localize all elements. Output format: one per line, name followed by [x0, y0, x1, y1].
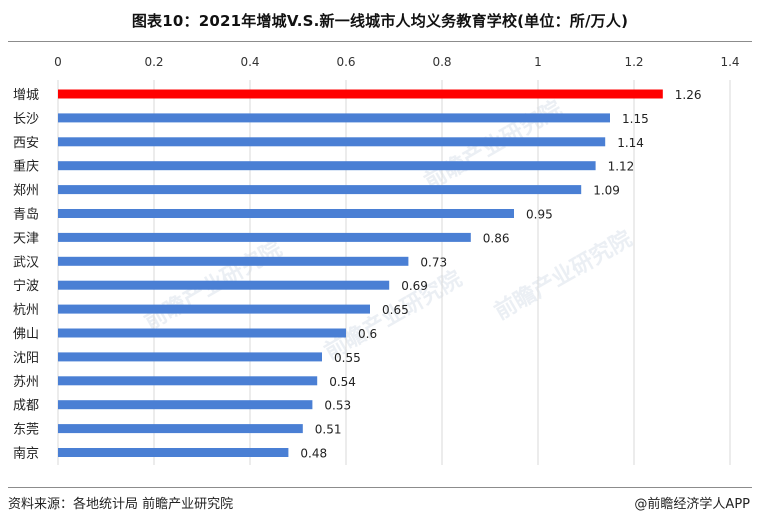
bar-2	[58, 137, 606, 147]
bar-3	[58, 161, 596, 171]
value-label: 0.69	[401, 279, 428, 293]
bar-5	[58, 209, 514, 218]
bar-12	[58, 376, 318, 386]
bar-11	[58, 352, 322, 362]
x-tick-label: 0.8	[432, 55, 451, 69]
bar-4	[58, 185, 582, 195]
watermark-2: 前瞻产业研究院	[490, 226, 636, 326]
bottom-divider	[8, 487, 752, 488]
category-label: 东莞	[13, 423, 39, 438]
bar-6	[58, 232, 471, 242]
top-divider	[8, 41, 752, 42]
category-label: 天津	[13, 231, 39, 246]
bars	[58, 89, 663, 457]
x-tick-label: 0.2	[144, 55, 163, 69]
value-label: 0.86	[483, 231, 510, 245]
category-label: 重庆	[13, 159, 39, 175]
value-label: 0.53	[324, 399, 351, 413]
bar-8	[58, 280, 390, 290]
bar-7	[58, 256, 409, 266]
value-label: 1.12	[608, 160, 635, 174]
source-note: 资料来源：各地统计局 前瞻产业研究院	[8, 497, 234, 512]
value-label: 0.73	[420, 255, 447, 269]
category-label: 苏州	[13, 374, 39, 390]
category-label: 南京	[13, 446, 39, 462]
value-label: 0.65	[382, 303, 409, 317]
bar-14	[58, 424, 303, 434]
value-labels: 1.26 1.15 1.14 1.12 1.09 0.95 0.86 0.73 0.69 0.65…	[300, 88, 701, 461]
x-tick-label: 0.6	[336, 55, 355, 69]
category-label: 增城	[13, 88, 39, 103]
category-label: 宁波	[13, 278, 39, 294]
category-label: 青岛	[13, 207, 39, 223]
value-label: 1.15	[622, 112, 649, 126]
value-label: 1.09	[593, 184, 620, 198]
value-label: 0.6	[358, 327, 377, 341]
bar-9	[58, 304, 370, 314]
x-tick-label: 1.4	[720, 55, 739, 69]
x-axis-ticks: 0 0.2 0.4 0.6 0.8 1 1.2 1.4	[54, 55, 739, 69]
bar-13	[58, 400, 313, 410]
value-label: 1.26	[675, 88, 702, 102]
category-label: 武汉	[13, 255, 39, 270]
x-tick-label: 1	[534, 55, 542, 69]
credit-text: @前瞻经济学人APP	[634, 497, 750, 512]
credit-note: @前瞻经济学人APP	[634, 493, 750, 512]
chart-title: 图表10：2021年增城V.S.新一线城市人均义务教育学校(单位：所/万人)	[131, 12, 629, 30]
bar-0	[58, 89, 663, 99]
category-label: 杭州	[13, 303, 39, 318]
value-label: 0.54	[329, 375, 356, 389]
bar-1	[58, 113, 610, 123]
x-tick-label: 1.2	[624, 55, 643, 69]
category-label: 成都	[13, 399, 39, 414]
bar-15	[58, 448, 289, 457]
category-label: 郑州	[13, 184, 39, 199]
x-tick-label: 0.4	[240, 55, 259, 69]
value-label: 0.95	[526, 208, 553, 222]
x-tick-label: 0	[54, 55, 62, 69]
value-label: 1.14	[617, 136, 644, 150]
category-label: 长沙	[13, 112, 39, 127]
category-label: 西安	[13, 136, 39, 151]
category-label: 沈阳	[13, 351, 39, 366]
value-label: 0.48	[300, 447, 327, 461]
category-label: 佛山	[13, 327, 39, 342]
value-label: 0.55	[334, 351, 361, 365]
value-label: 0.51	[315, 423, 342, 437]
bar-10	[58, 328, 346, 338]
